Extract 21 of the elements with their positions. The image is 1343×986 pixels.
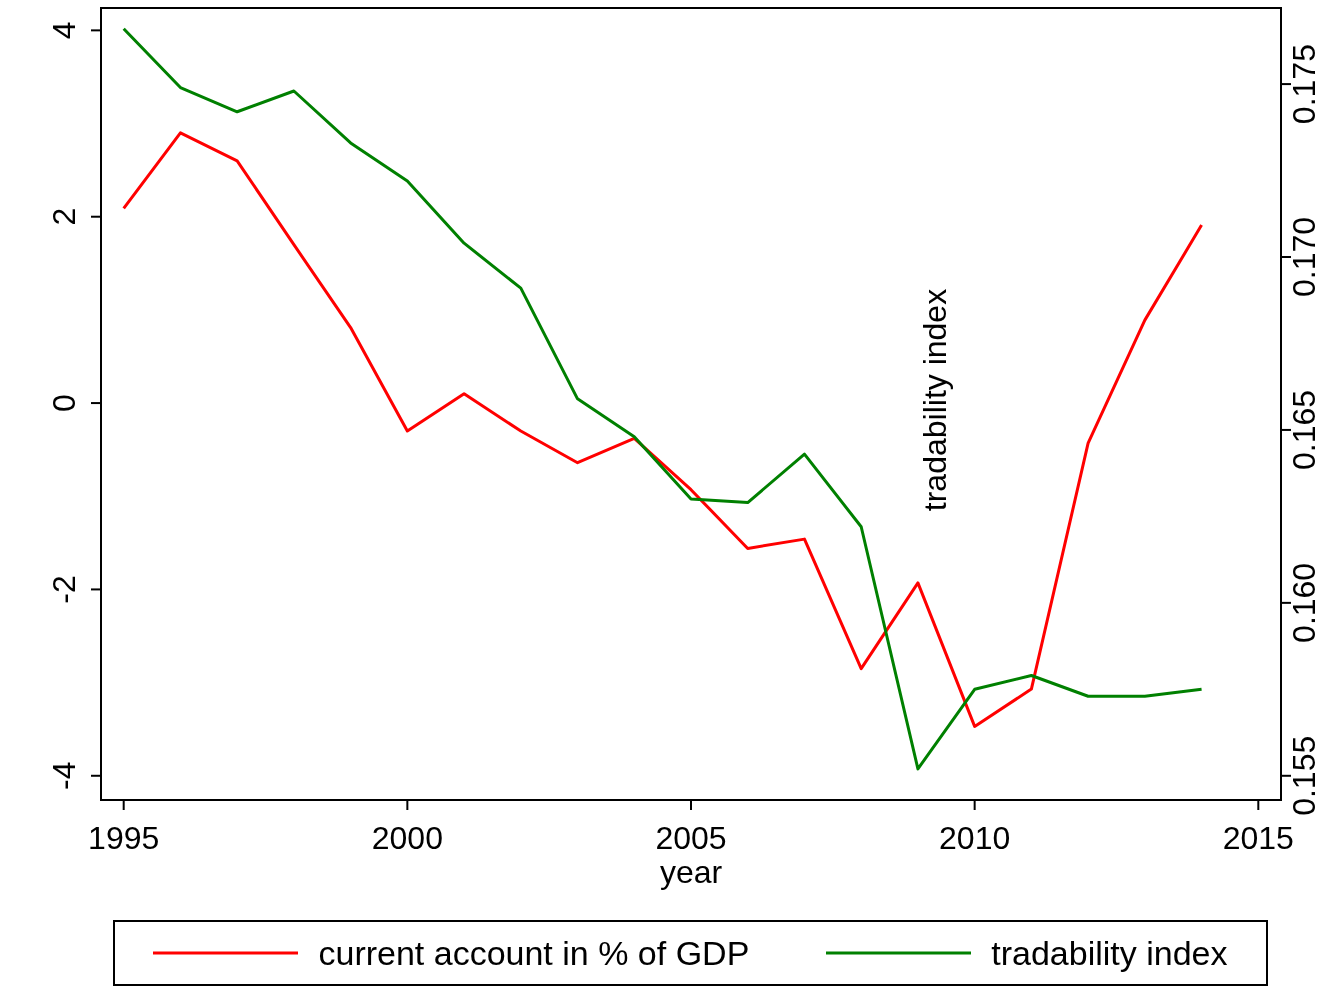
y2-axis-title: tradability index bbox=[917, 288, 954, 512]
y-tick-label: -4 bbox=[46, 761, 82, 790]
y2-tick-label: 0.170 bbox=[1286, 216, 1322, 298]
x-tick-label: 2015 bbox=[1222, 819, 1294, 856]
x-axis-title: year bbox=[659, 853, 723, 890]
x-tick-label: 2010 bbox=[939, 819, 1011, 856]
y-tick-label: 2 bbox=[46, 207, 82, 226]
y2-tick-label: 0.160 bbox=[1286, 562, 1322, 643]
y-tick-label: -2 bbox=[46, 575, 82, 604]
y-tick-label: 0 bbox=[46, 394, 82, 412]
x-tick-label: 2000 bbox=[371, 819, 443, 856]
y2-tick-label: 0.165 bbox=[1286, 389, 1322, 470]
y-tick-label: 4 bbox=[46, 21, 82, 40]
line-series bbox=[122, 27, 1204, 771]
line-series bbox=[122, 131, 1204, 728]
legend-label: current account in % of GDP bbox=[318, 933, 750, 973]
x-tick-label: 2005 bbox=[655, 819, 727, 856]
x-tick-label: 1995 bbox=[88, 819, 160, 856]
y2-tick-label: 0.175 bbox=[1286, 44, 1322, 125]
legend-label: tradability index bbox=[991, 933, 1228, 973]
y2-tick-label: 0.155 bbox=[1286, 735, 1322, 816]
